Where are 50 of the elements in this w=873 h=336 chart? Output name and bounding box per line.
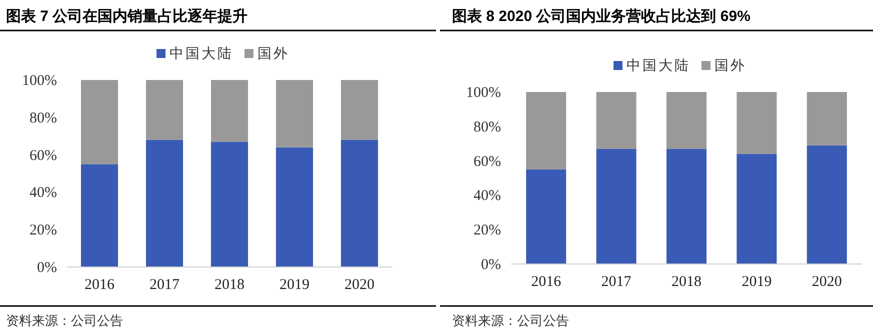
x-tick-label: 2018	[672, 274, 702, 290]
bar	[210, 142, 248, 267]
y-tick-label: 60%	[30, 148, 57, 164]
y-tick-label: 100%	[22, 73, 57, 89]
bar	[596, 148, 636, 264]
y-tick-label: 60%	[474, 154, 501, 170]
y-tick-label: 40%	[30, 185, 57, 202]
bar	[736, 154, 777, 264]
bar	[340, 140, 378, 267]
y-tick-label: 40%	[474, 188, 501, 204]
x-tick-label: 2020	[344, 277, 374, 293]
text: 资料来源：公司公告	[6, 313, 123, 328]
bar	[146, 80, 184, 140]
bar	[276, 147, 314, 267]
legend-label: 中国大陆	[626, 58, 690, 74]
bar	[80, 164, 118, 267]
bar	[340, 80, 378, 140]
x-tick-label: 2016	[531, 274, 562, 290]
bar	[596, 92, 636, 149]
bar	[210, 80, 248, 142]
y-tick-label: 0%	[37, 260, 57, 276]
bar	[526, 169, 566, 264]
x-tick-label: 2017	[601, 274, 632, 290]
legend-label: 中国大陆	[170, 46, 234, 62]
chart-title: 图表 7 公司在国内销量占比逐年提升	[6, 8, 248, 25]
x-tick-label: 2020	[812, 274, 842, 290]
legend-label: 国外	[714, 58, 746, 74]
y-tick-label: 20%	[474, 222, 501, 239]
x-tick-label: 2017	[150, 277, 180, 293]
x-tick-label: 2019	[742, 274, 772, 290]
x-tick-label: 2019	[280, 277, 310, 293]
x-tick-label: 2018	[214, 277, 244, 293]
y-tick-label: 80%	[474, 119, 501, 136]
bar	[806, 92, 847, 146]
chart-title: 图表 8 2020 公司国内业务营收占比达到 69%	[452, 8, 750, 25]
text: 资料来源：公司公告	[452, 313, 569, 328]
bar	[806, 145, 847, 264]
y-tick-label: 100%	[466, 85, 501, 101]
y-tick-label: 0%	[481, 257, 501, 273]
bar	[80, 80, 118, 164]
bar	[666, 148, 707, 264]
y-tick-label: 80%	[30, 110, 57, 126]
bar	[276, 80, 314, 148]
x-tick-label: 2016	[84, 277, 115, 293]
bar	[736, 92, 777, 154]
bar	[666, 92, 707, 149]
bar	[146, 140, 184, 267]
y-tick-label: 20%	[30, 222, 57, 239]
legend-label: 国外	[258, 46, 290, 62]
bar	[526, 92, 566, 170]
